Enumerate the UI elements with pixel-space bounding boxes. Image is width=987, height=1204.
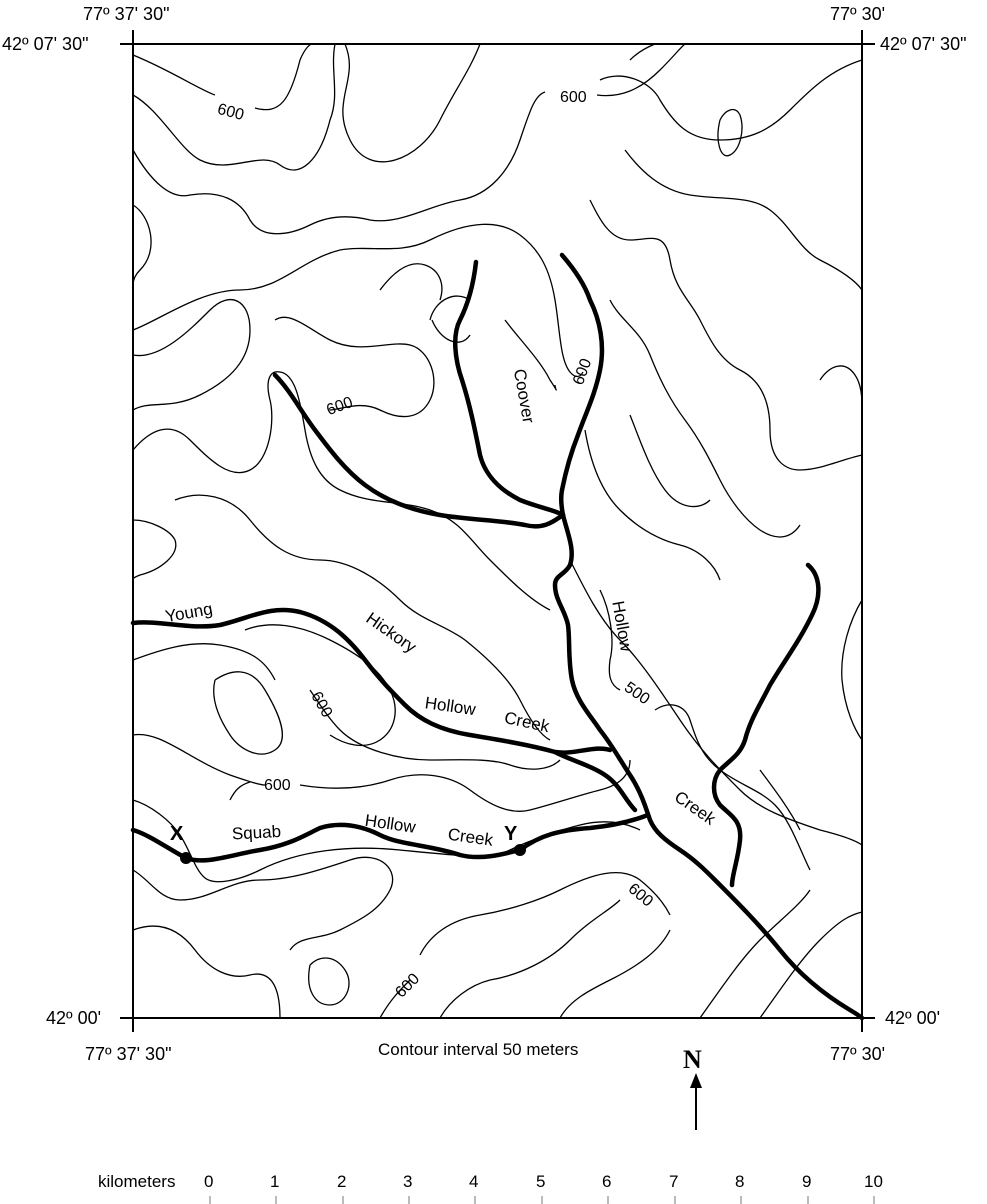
north-label: N	[683, 1045, 702, 1074]
coord-top-left-lon: 77º 37' 30"	[83, 4, 169, 24]
coord-bottom-right-lon: 77º 30'	[830, 1044, 885, 1064]
point-x-marker	[180, 852, 192, 864]
scale-tick-label: 8	[735, 1172, 744, 1191]
contour-label: 600	[560, 89, 587, 106]
contour-label: 500	[621, 679, 653, 708]
point-x-label: X	[170, 823, 184, 845]
scale-tick-label: 3	[403, 1172, 412, 1191]
stream-label-creek-east: Creek	[671, 787, 719, 829]
contour-interval-caption: Contour interval 50 meters	[378, 1040, 578, 1059]
coord-bottom-right-lat: 42º 00'	[885, 1008, 940, 1028]
scale-unit: kilometers	[98, 1172, 175, 1191]
contour-label: 600	[625, 880, 656, 910]
stream-label-hollow-west: Hollow	[424, 693, 478, 719]
scale-tick-label: 7	[669, 1172, 678, 1191]
coord-top-right-lon: 77º 30'	[830, 4, 885, 24]
contour-label: 600	[392, 970, 423, 1001]
scale-tick-label: 0	[204, 1172, 213, 1191]
point-y-label: Y	[504, 823, 518, 845]
stream-label-creek-south: Creek	[447, 825, 495, 850]
stream-label-young: Young	[164, 599, 214, 626]
scale-tick-label: 6	[602, 1172, 611, 1191]
coord-bottom-left-lat: 42º 00'	[46, 1008, 101, 1028]
stream-network	[130, 252, 865, 1021]
scale-tick-label: 4	[469, 1172, 478, 1191]
scale-tick-label: 1	[270, 1172, 279, 1191]
stream-label-squab: Squab	[231, 822, 281, 844]
scale-tick-label: 10	[864, 1172, 883, 1191]
stream-label-creek-west: Creek	[503, 708, 552, 736]
stream-label-hickory: Hickory	[363, 609, 421, 657]
contour-lines	[132, 43, 863, 1019]
map-frame	[120, 30, 875, 1032]
coord-top-right-lat: 42º 07' 30"	[880, 34, 966, 54]
scale-tick-label: 2	[337, 1172, 346, 1191]
contour-label: 600	[324, 394, 355, 419]
scale-tick-label: 5	[536, 1172, 545, 1191]
coord-bottom-left-lon: 77º 37' 30"	[85, 1044, 171, 1064]
north-arrow-icon	[690, 1073, 702, 1088]
contour-label: 600	[264, 777, 291, 794]
contour-label: 600	[215, 101, 245, 124]
scale-tick-label: 9	[802, 1172, 811, 1191]
contour-label: 600	[307, 689, 335, 721]
coover-hollow-stream	[453, 259, 566, 518]
contour-label: 600	[570, 356, 595, 387]
point-y-marker	[514, 844, 526, 856]
coord-top-left-lat: 42º 07' 30"	[2, 34, 88, 54]
scale-bar: kilometers 0 1 2 3 4 5 6 7 8 9 10	[98, 1172, 883, 1204]
stream-label-coover: Coover	[510, 367, 538, 425]
north-arrow: N	[683, 1045, 702, 1130]
